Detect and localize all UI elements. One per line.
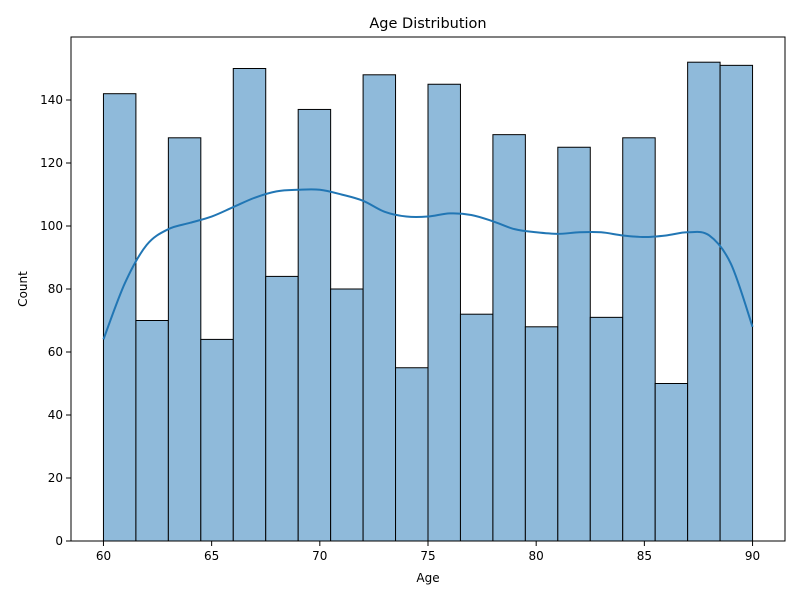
x-tick-label: 65 (204, 549, 219, 563)
histogram-bar-6 (297, 108, 332, 542)
x-tick-label: 60 (96, 549, 111, 563)
histogram-bar-19 (719, 64, 754, 542)
histogram-bar-18 (687, 61, 721, 542)
histogram-bar-2 (167, 137, 202, 542)
y-tick-label: 40 (48, 408, 63, 422)
chart-title: Age Distribution (369, 16, 486, 32)
histogram-bar-16 (622, 137, 656, 542)
histogram-bar-17 (654, 383, 689, 542)
x-axis: 60 65 70 75 80 85 90 (96, 541, 760, 563)
kde-line (102, 188, 754, 340)
y-axis-label: Count (16, 271, 30, 307)
histogram-bar-8 (362, 74, 397, 542)
y-tick-label: 100 (40, 219, 63, 233)
y-tick-label: 120 (40, 156, 63, 170)
x-tick-label: 80 (529, 549, 544, 563)
histogram-bar-14 (557, 146, 591, 542)
bars-group (102, 61, 754, 542)
histogram-bar-11 (459, 313, 494, 542)
histogram-bar-9 (395, 367, 429, 542)
histogram-bar-12 (492, 134, 526, 542)
x-axis-label: Age (416, 571, 439, 585)
histogram-bar-15 (589, 316, 624, 542)
x-tick-label: 75 (420, 549, 435, 563)
y-tick-label: 60 (48, 345, 63, 359)
y-tick-label: 20 (48, 471, 63, 485)
histogram-bar-7 (330, 288, 364, 542)
histogram-bar-10 (427, 83, 461, 542)
y-tick-label: 0 (55, 534, 63, 548)
histogram-bar-13 (524, 326, 559, 542)
y-axis: 0 20 40 60 80 100 120 140 (40, 93, 71, 548)
histogram-bar-5 (265, 275, 299, 542)
histogram-bar-4 (232, 68, 267, 542)
histogram-bar-1 (135, 320, 169, 542)
histogram-bar-0 (102, 93, 137, 542)
y-tick-label: 80 (48, 282, 63, 296)
x-tick-label: 90 (745, 549, 760, 563)
y-tick-label: 140 (40, 93, 63, 107)
histogram-bar-3 (200, 338, 234, 542)
x-tick-label: 70 (312, 549, 327, 563)
x-tick-label: 85 (637, 549, 652, 563)
